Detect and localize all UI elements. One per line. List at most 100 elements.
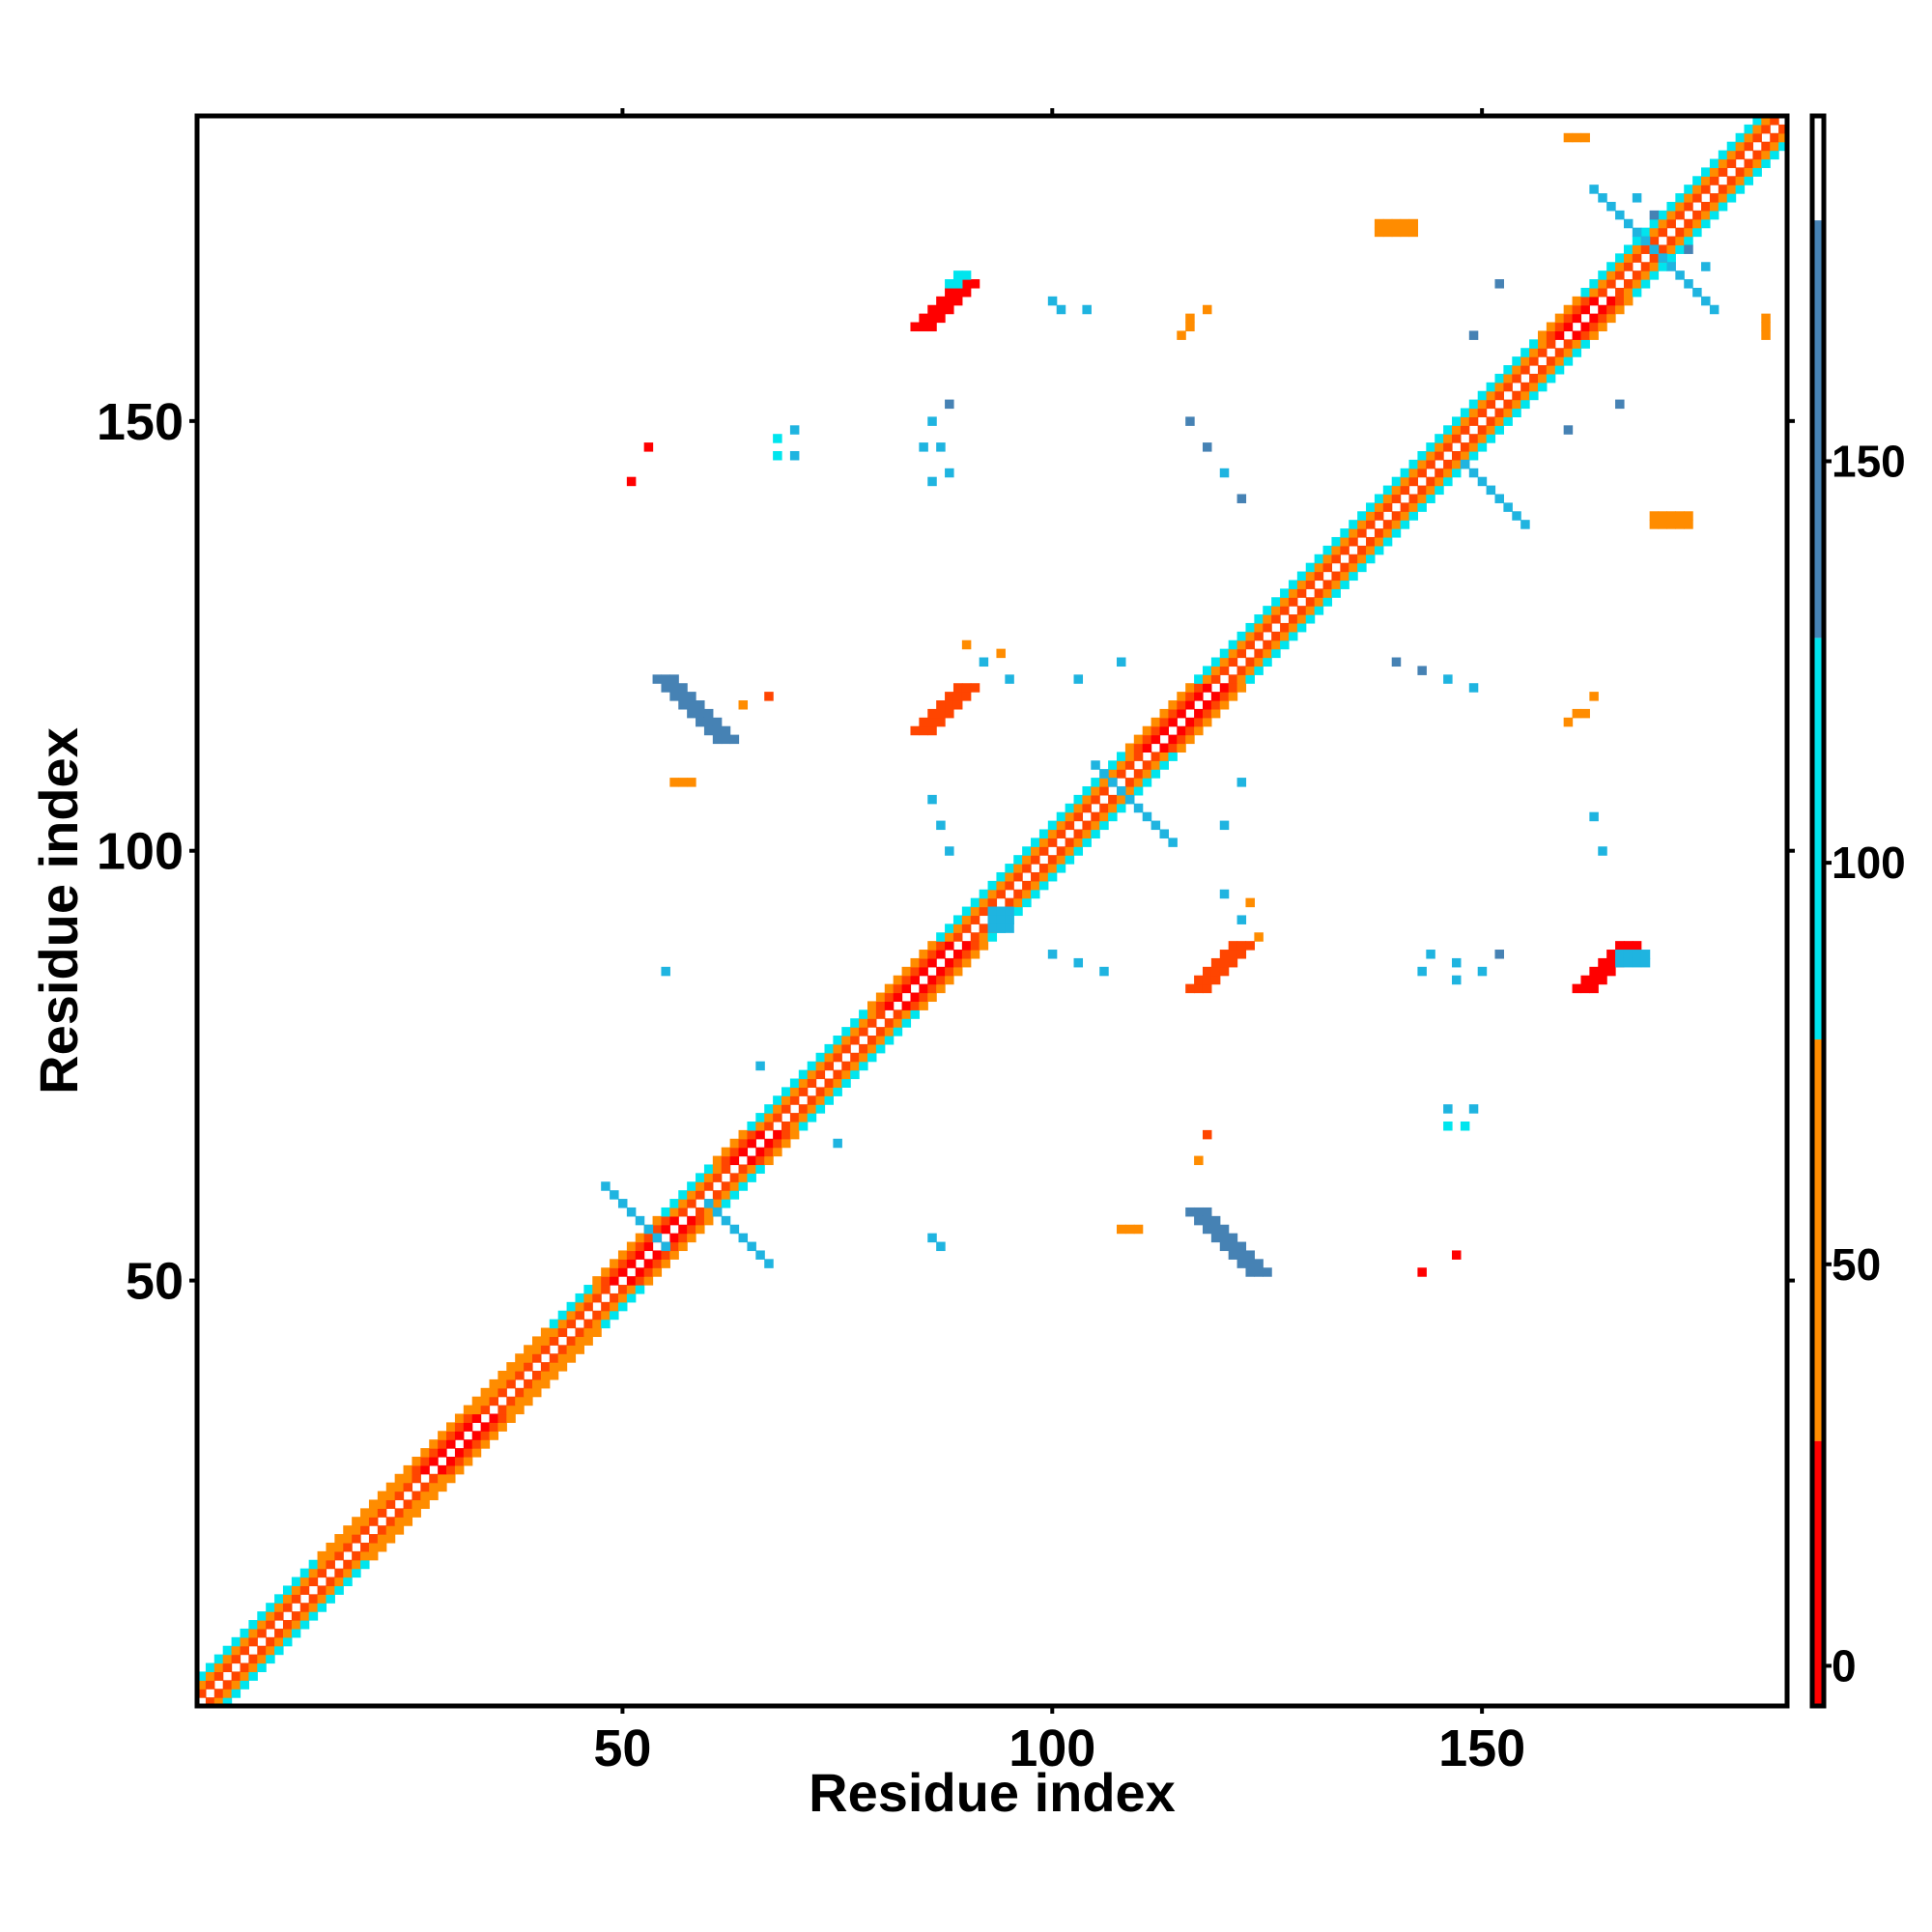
diagonal-cell bbox=[961, 950, 972, 959]
diagonal-cell bbox=[687, 1190, 696, 1200]
diagonal-cell bbox=[1752, 158, 1762, 168]
diagonal-cell bbox=[1718, 158, 1728, 168]
diagonal-cell bbox=[1452, 425, 1462, 435]
diagonal-cell bbox=[1056, 864, 1066, 873]
diagonal-cell bbox=[326, 1559, 335, 1570]
diagonal-cell bbox=[1684, 227, 1693, 238]
contact-block-cell bbox=[1692, 287, 1702, 298]
contact-block-cell bbox=[1133, 1224, 1144, 1235]
diagonal-cell bbox=[248, 1671, 258, 1681]
contact-block-cell bbox=[1649, 244, 1660, 254]
diagonal-cell bbox=[661, 1250, 670, 1260]
diagonal-cell bbox=[257, 1662, 267, 1673]
diagonal-cell bbox=[1435, 476, 1444, 487]
diagonal-cell bbox=[1271, 606, 1281, 615]
diagonal-cell bbox=[712, 1199, 723, 1208]
diagonal-cell bbox=[454, 1413, 465, 1423]
contact-block-cell bbox=[996, 923, 1006, 933]
contact-cell bbox=[1219, 820, 1230, 831]
contact-block-cell bbox=[1589, 185, 1599, 194]
contact-block-cell bbox=[738, 1233, 749, 1243]
diagonal-cell bbox=[1675, 244, 1685, 254]
diagonal-cell bbox=[1598, 304, 1607, 315]
y-tick-label: 50 bbox=[126, 1253, 184, 1311]
diagonal-cell bbox=[1726, 150, 1737, 160]
diagonal-cell bbox=[703, 1207, 714, 1217]
diagonal-cell bbox=[1408, 459, 1419, 469]
contact-block-cell bbox=[1245, 941, 1255, 951]
contact-block-cell bbox=[1640, 957, 1651, 968]
diagonal-cell bbox=[248, 1654, 258, 1664]
diagonal-cell bbox=[867, 1018, 877, 1028]
contact-block-cell bbox=[1632, 227, 1642, 238]
contact-block-cell bbox=[952, 296, 963, 306]
diagonal-cell bbox=[1263, 639, 1272, 650]
diagonal-cell bbox=[1417, 494, 1427, 503]
diagonal-cell bbox=[1701, 167, 1711, 177]
diagonal-cell bbox=[1288, 588, 1298, 598]
diagonal-cell bbox=[1486, 434, 1496, 443]
diagonal-cell bbox=[1718, 193, 1728, 203]
diagonal-cell bbox=[696, 1207, 705, 1217]
diagonal-cell bbox=[1735, 176, 1746, 185]
diagonal-cell bbox=[420, 1448, 430, 1458]
diagonal-cell bbox=[429, 1491, 439, 1501]
diagonal-cell bbox=[1013, 855, 1023, 865]
diagonal-cell bbox=[901, 983, 912, 994]
diagonal-cell bbox=[274, 1611, 284, 1621]
diagonal-cell bbox=[841, 1027, 851, 1037]
diagonal-cell bbox=[1210, 708, 1221, 719]
diagonal-cell bbox=[815, 1052, 826, 1063]
contact-block-cell bbox=[927, 313, 937, 324]
contact-block-cell bbox=[1202, 966, 1212, 977]
diagonal-cell bbox=[945, 957, 954, 968]
diagonal-cell bbox=[566, 1353, 577, 1363]
diagonal-cell bbox=[420, 1464, 430, 1475]
diagonal-cell bbox=[1288, 597, 1298, 607]
diagonal-cell bbox=[1280, 622, 1290, 633]
diagonal-cell bbox=[1271, 631, 1281, 641]
contact-block-cell bbox=[1649, 511, 1660, 521]
diagonal-cell bbox=[1598, 322, 1607, 332]
diagonal-cell bbox=[729, 1190, 740, 1200]
diagonal-cell bbox=[308, 1603, 319, 1612]
diagonal-cell bbox=[1254, 631, 1264, 641]
diagonal-cell bbox=[1194, 725, 1204, 736]
diagonal-cell bbox=[936, 932, 946, 942]
diagonal-cell bbox=[1666, 201, 1676, 212]
diagonal-cell bbox=[1684, 185, 1693, 194]
diagonal-cell bbox=[1374, 511, 1384, 521]
contact-cell bbox=[1219, 468, 1230, 478]
diagonal-cell bbox=[1426, 485, 1435, 496]
diagonal-cell bbox=[1236, 639, 1247, 650]
diagonal-cell bbox=[549, 1327, 559, 1338]
diagonal-cell bbox=[1726, 141, 1737, 152]
diagonal-cell bbox=[1142, 743, 1152, 753]
diagonal-cell bbox=[1400, 468, 1410, 478]
diagonal-cell bbox=[884, 1001, 895, 1010]
diagonal-cell bbox=[524, 1345, 533, 1354]
diagonal-cell bbox=[893, 975, 903, 985]
contact-block-cell bbox=[1460, 459, 1470, 469]
contact-block-cell bbox=[1666, 511, 1676, 521]
contact-cell bbox=[979, 657, 989, 668]
plot-frame bbox=[194, 113, 1790, 1709]
diagonal-cell bbox=[952, 932, 963, 942]
contact-cell bbox=[1598, 846, 1607, 856]
diagonal-cell bbox=[1366, 502, 1376, 512]
contact-block-cell bbox=[952, 683, 963, 693]
diagonal-cell bbox=[815, 1069, 826, 1080]
diagonal-cell bbox=[385, 1534, 396, 1544]
diagonal-cell bbox=[601, 1276, 611, 1286]
contact-block-cell bbox=[1202, 975, 1212, 985]
diagonal-cell bbox=[299, 1611, 310, 1621]
diagonal-cell bbox=[859, 1027, 868, 1037]
colorbar-tick-label: 0 bbox=[1832, 1640, 1857, 1690]
diagonal-cell bbox=[266, 1645, 275, 1656]
diagonal-cell bbox=[1494, 382, 1504, 392]
diagonal-cell bbox=[970, 906, 980, 917]
diagonal-cell bbox=[1349, 520, 1358, 529]
diagonal-cell bbox=[438, 1448, 447, 1458]
contact-block-cell bbox=[661, 674, 670, 684]
diagonal-cell bbox=[1615, 253, 1625, 263]
